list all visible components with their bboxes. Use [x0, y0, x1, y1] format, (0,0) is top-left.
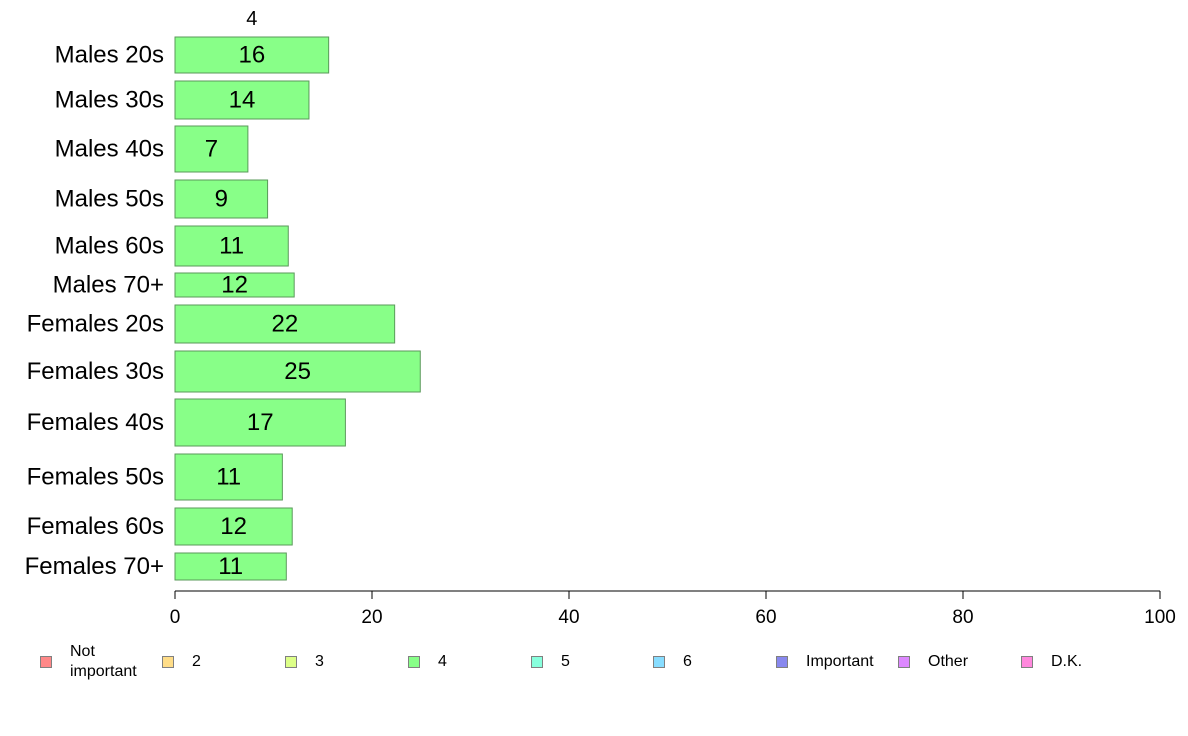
- x-tick-label: 60: [755, 607, 776, 628]
- bar-value-label: 11: [219, 233, 244, 260]
- category-label: Males 60s: [55, 233, 164, 260]
- legend-swatch: [408, 656, 420, 668]
- category-label: Females 70+: [25, 553, 164, 580]
- legend-item: D.K.: [1021, 640, 1082, 684]
- legend-label: 2: [192, 653, 201, 670]
- bar: [174, 552, 287, 581]
- bar-value-labels: 16 14 7 9 11 12 22 25 17 11 12 11: [205, 42, 311, 581]
- legend-item: Other: [898, 640, 968, 684]
- category-label: Males 70+: [53, 272, 164, 299]
- bar: [174, 80, 310, 120]
- x-tick-label: 100: [1144, 607, 1176, 628]
- legend-label: 6: [683, 653, 692, 670]
- category-label: Males 20s: [55, 42, 164, 69]
- x-tick-label: 40: [558, 607, 579, 628]
- legend-label: 4: [438, 653, 447, 670]
- bar: [174, 507, 293, 546]
- category-label: Females 20s: [27, 311, 164, 338]
- category-labels: Males 20s Males 30s Males 40s Males 50s Male…: [25, 42, 164, 581]
- bar-value-label: 12: [220, 513, 247, 540]
- bar: [174, 398, 346, 447]
- legend-swatch: [285, 656, 297, 668]
- legend-swatch: [531, 656, 543, 668]
- bar-value-label: 17: [247, 409, 274, 436]
- legend-item: 5: [531, 640, 570, 684]
- legend-label: Not important: [70, 643, 137, 680]
- category-label: Males 40s: [55, 136, 164, 163]
- legend-swatch: [653, 656, 665, 668]
- bar-value-label: 12: [221, 272, 248, 299]
- legend-swatch: [162, 656, 174, 668]
- legend-label: 5: [561, 653, 570, 670]
- x-axis: 0 20 40 60 80 100: [170, 590, 1176, 628]
- legend-item: 3: [285, 640, 324, 684]
- legend-label: Important: [806, 653, 874, 670]
- legend-swatch: [898, 656, 910, 668]
- legend: Not important 2 3 4 5 6 Important Other D.K.: [0, 640, 1188, 690]
- legend-item: 6: [653, 640, 692, 684]
- legend-label: Other: [928, 653, 969, 670]
- legend-swatch: [776, 656, 788, 668]
- bar-value-label: 14: [229, 87, 256, 114]
- bar-value-label: 11: [216, 464, 241, 491]
- bars-group: [174, 36, 421, 581]
- legend-label: 3: [315, 653, 324, 670]
- category-label: Females 50s: [27, 464, 164, 491]
- legend-item: 2: [162, 640, 201, 684]
- bar: [174, 453, 283, 501]
- bar: [174, 179, 269, 219]
- legend-swatch: [1021, 656, 1033, 668]
- category-label: Females 40s: [27, 409, 164, 436]
- bar: [174, 350, 421, 393]
- series-header-label: 4: [246, 8, 257, 30]
- bar: [174, 36, 330, 74]
- bar: [174, 304, 396, 344]
- bar: [174, 225, 289, 267]
- category-label: Males 30s: [55, 87, 164, 114]
- legend-item: Not important: [40, 640, 150, 684]
- bar: [174, 125, 249, 173]
- legend-item: 4: [408, 640, 447, 684]
- x-tick-label: 0: [170, 607, 181, 628]
- x-tick-label: 20: [361, 607, 382, 628]
- category-label: Females 60s: [27, 513, 164, 540]
- bar-value-label: 7: [205, 136, 218, 163]
- bar-value-label: 9: [215, 186, 228, 213]
- legend-item: Important: [776, 640, 874, 684]
- bar-value-label: 11: [218, 553, 243, 580]
- category-label: Males 50s: [55, 186, 164, 213]
- bar-value-label: 16: [238, 42, 265, 69]
- x-tick-label: 80: [952, 607, 973, 628]
- bar-value-label: 25: [284, 358, 311, 385]
- legend-swatch: [40, 656, 52, 668]
- bar-value-label: 22: [271, 311, 298, 338]
- bar: [174, 272, 295, 298]
- category-label: Females 30s: [27, 358, 164, 385]
- legend-label: D.K.: [1051, 653, 1083, 670]
